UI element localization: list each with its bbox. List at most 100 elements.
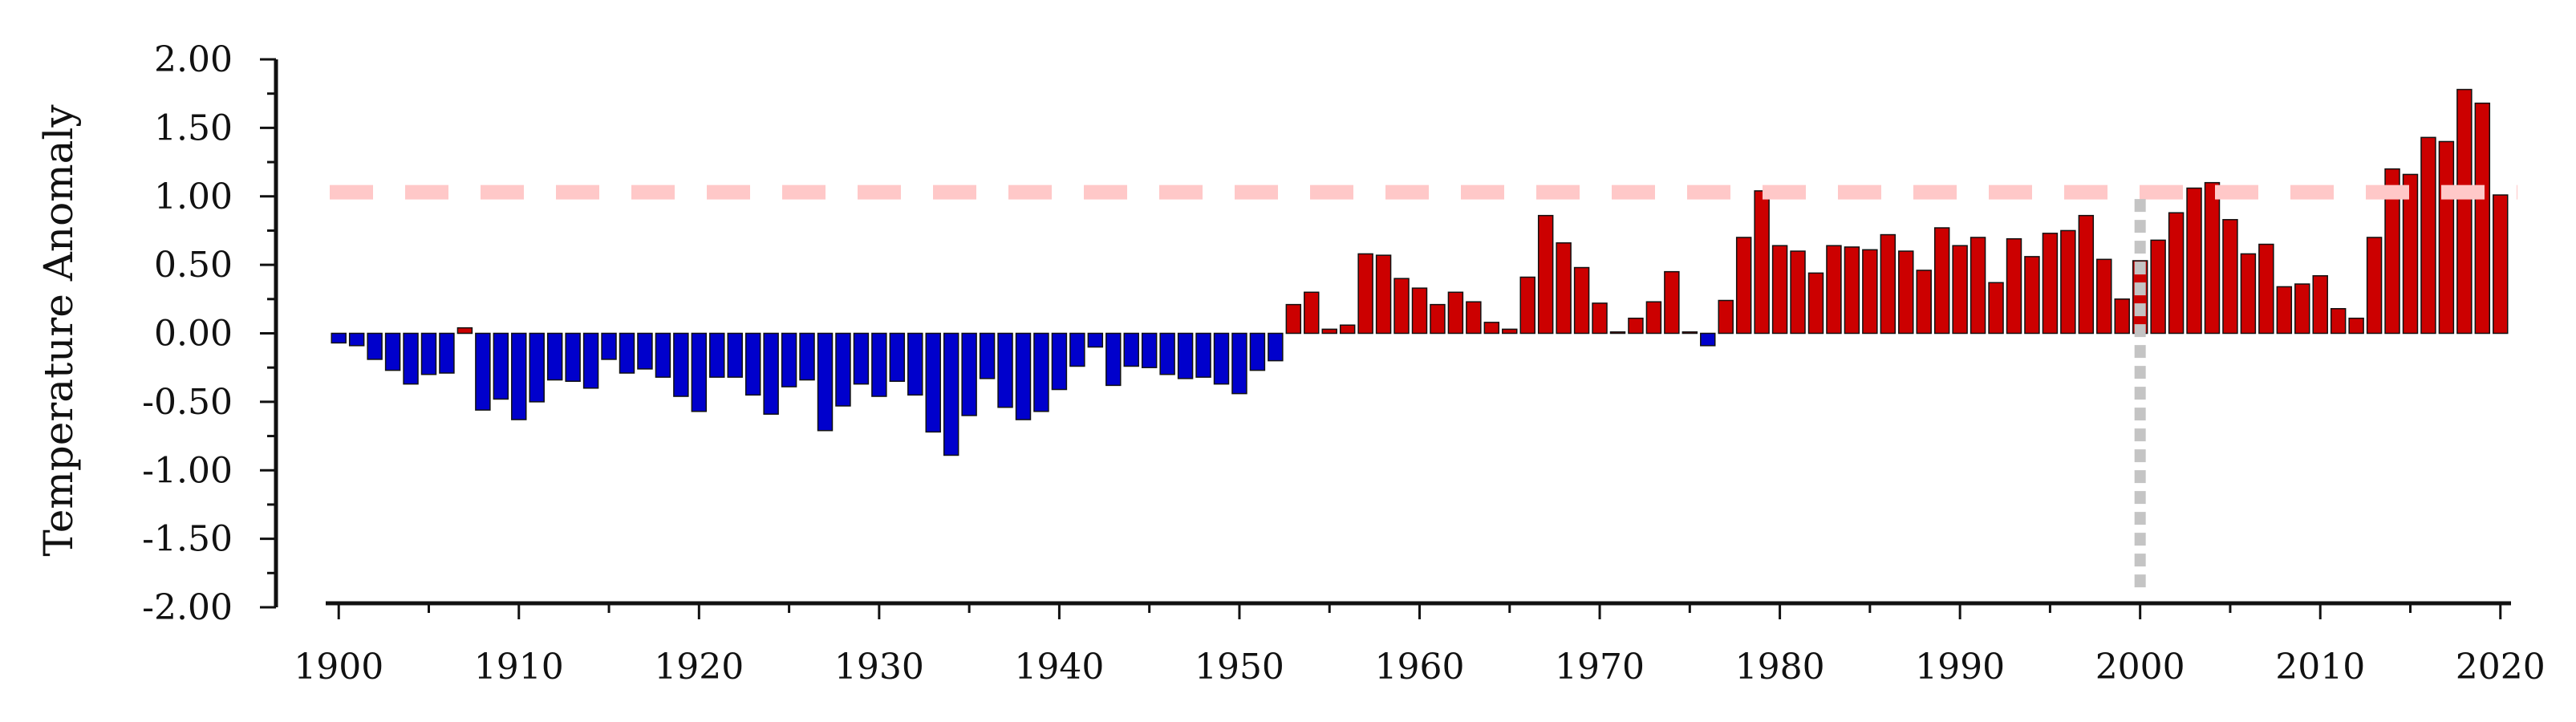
bar-1917 [637,332,653,370]
bar-1989 [1933,227,1950,335]
bar-1995 [2042,233,2059,335]
bar-1947 [1177,332,1194,379]
bar-2018 [2456,88,2473,335]
bar-1975 [1681,331,1698,335]
bar-1967 [1537,214,1554,335]
x-tick-label: 1930 [834,647,924,688]
bar-1934 [943,332,959,456]
bar-1942 [1087,332,1104,348]
bar-1987 [1898,250,1914,335]
bar-1908 [475,332,491,411]
bar-1986 [1880,233,1897,335]
bar-1922 [727,332,743,378]
bar-1900 [331,332,347,344]
bar-1969 [1573,266,1590,335]
x-tick-label: 1990 [1915,647,2005,688]
bar-1906 [439,332,455,374]
bar-1907 [456,327,473,335]
bar-1965 [1502,328,1518,335]
x-tick-label: 2010 [2275,647,2365,688]
bar-1959 [1393,278,1410,335]
bar-1978 [1735,237,1752,335]
bar-1979 [1754,190,1770,335]
bar-1933 [925,332,941,433]
bar-1910 [511,332,527,420]
bar-1992 [1988,282,2004,335]
bars-group [331,88,2509,456]
bar-2017 [2438,140,2455,335]
y-tick-label: -2.00 [142,587,233,628]
bar-1974 [1664,270,1680,335]
x-tick-label: 2000 [2095,647,2185,688]
x-tick-label: 1960 [1375,647,1465,688]
y-tick-label: -1.50 [142,519,233,560]
bar-1976 [1700,332,1716,347]
bar-2010 [2312,275,2328,335]
bar-1988 [1916,270,1932,335]
bar-1935 [961,332,977,416]
bar-2013 [2366,237,2383,335]
bar-1940 [1051,332,1068,391]
bar-1970 [1592,302,1608,335]
bar-1958 [1375,254,1392,335]
bar-1984 [1844,246,1860,335]
bar-2001 [2150,239,2166,335]
bar-1924 [763,332,779,415]
bar-1957 [1357,253,1373,335]
bar-1999 [2114,298,2130,335]
bar-1982 [1807,272,1824,335]
x-tick-label: 2020 [2456,647,2546,688]
bar-1972 [1628,317,1644,335]
bar-1901 [348,332,365,347]
bar-1931 [889,332,906,383]
bar-1919 [673,332,689,397]
bar-1916 [619,332,635,374]
bar-2012 [2348,317,2364,335]
y-tick-label: 1.50 [154,107,233,148]
bar-2009 [2294,283,2310,335]
bar-2015 [2402,173,2419,335]
y-tick-label: 1.00 [154,176,233,217]
bar-1944 [1123,332,1139,367]
bar-1913 [565,332,581,383]
bar-1923 [744,332,761,396]
bar-1904 [403,332,419,385]
bar-1991 [1970,237,1986,335]
bar-1981 [1790,250,1806,335]
bar-1994 [2024,256,2040,335]
bar-1954 [1304,291,1320,335]
bar-1961 [1430,303,1446,335]
bar-1990 [1952,245,1968,335]
bar-1902 [367,332,383,360]
bar-1927 [817,332,834,432]
y-tick-label: 0.00 [154,314,233,355]
bar-1998 [2096,258,2112,335]
bar-1964 [1483,322,1500,335]
bar-1936 [979,332,996,379]
bar-2016 [2420,136,2436,335]
bar-1980 [1771,245,1788,335]
y-tick-label: 2.00 [154,39,233,80]
x-tick-label: 1940 [1014,647,1104,688]
bar-1952 [1268,332,1284,362]
bar-1956 [1339,324,1356,335]
x-tick-label: 1970 [1555,647,1645,688]
bar-1914 [582,332,599,389]
bar-1943 [1105,332,1122,387]
bar-1962 [1447,291,1464,335]
bar-1953 [1285,303,1302,335]
bar-2014 [2384,168,2400,335]
bar-1920 [691,332,708,412]
bar-1968 [1556,242,1572,335]
bar-2006 [2240,253,2257,335]
bar-1918 [655,332,671,378]
x-tick-label: 1900 [294,647,383,688]
bar-1966 [1519,276,1535,335]
y-tick-label: 0.50 [154,245,233,286]
bar-1950 [1231,332,1247,395]
bar-1955 [1321,328,1337,335]
y-tick-label: -0.50 [142,382,233,423]
bar-1911 [529,332,545,403]
